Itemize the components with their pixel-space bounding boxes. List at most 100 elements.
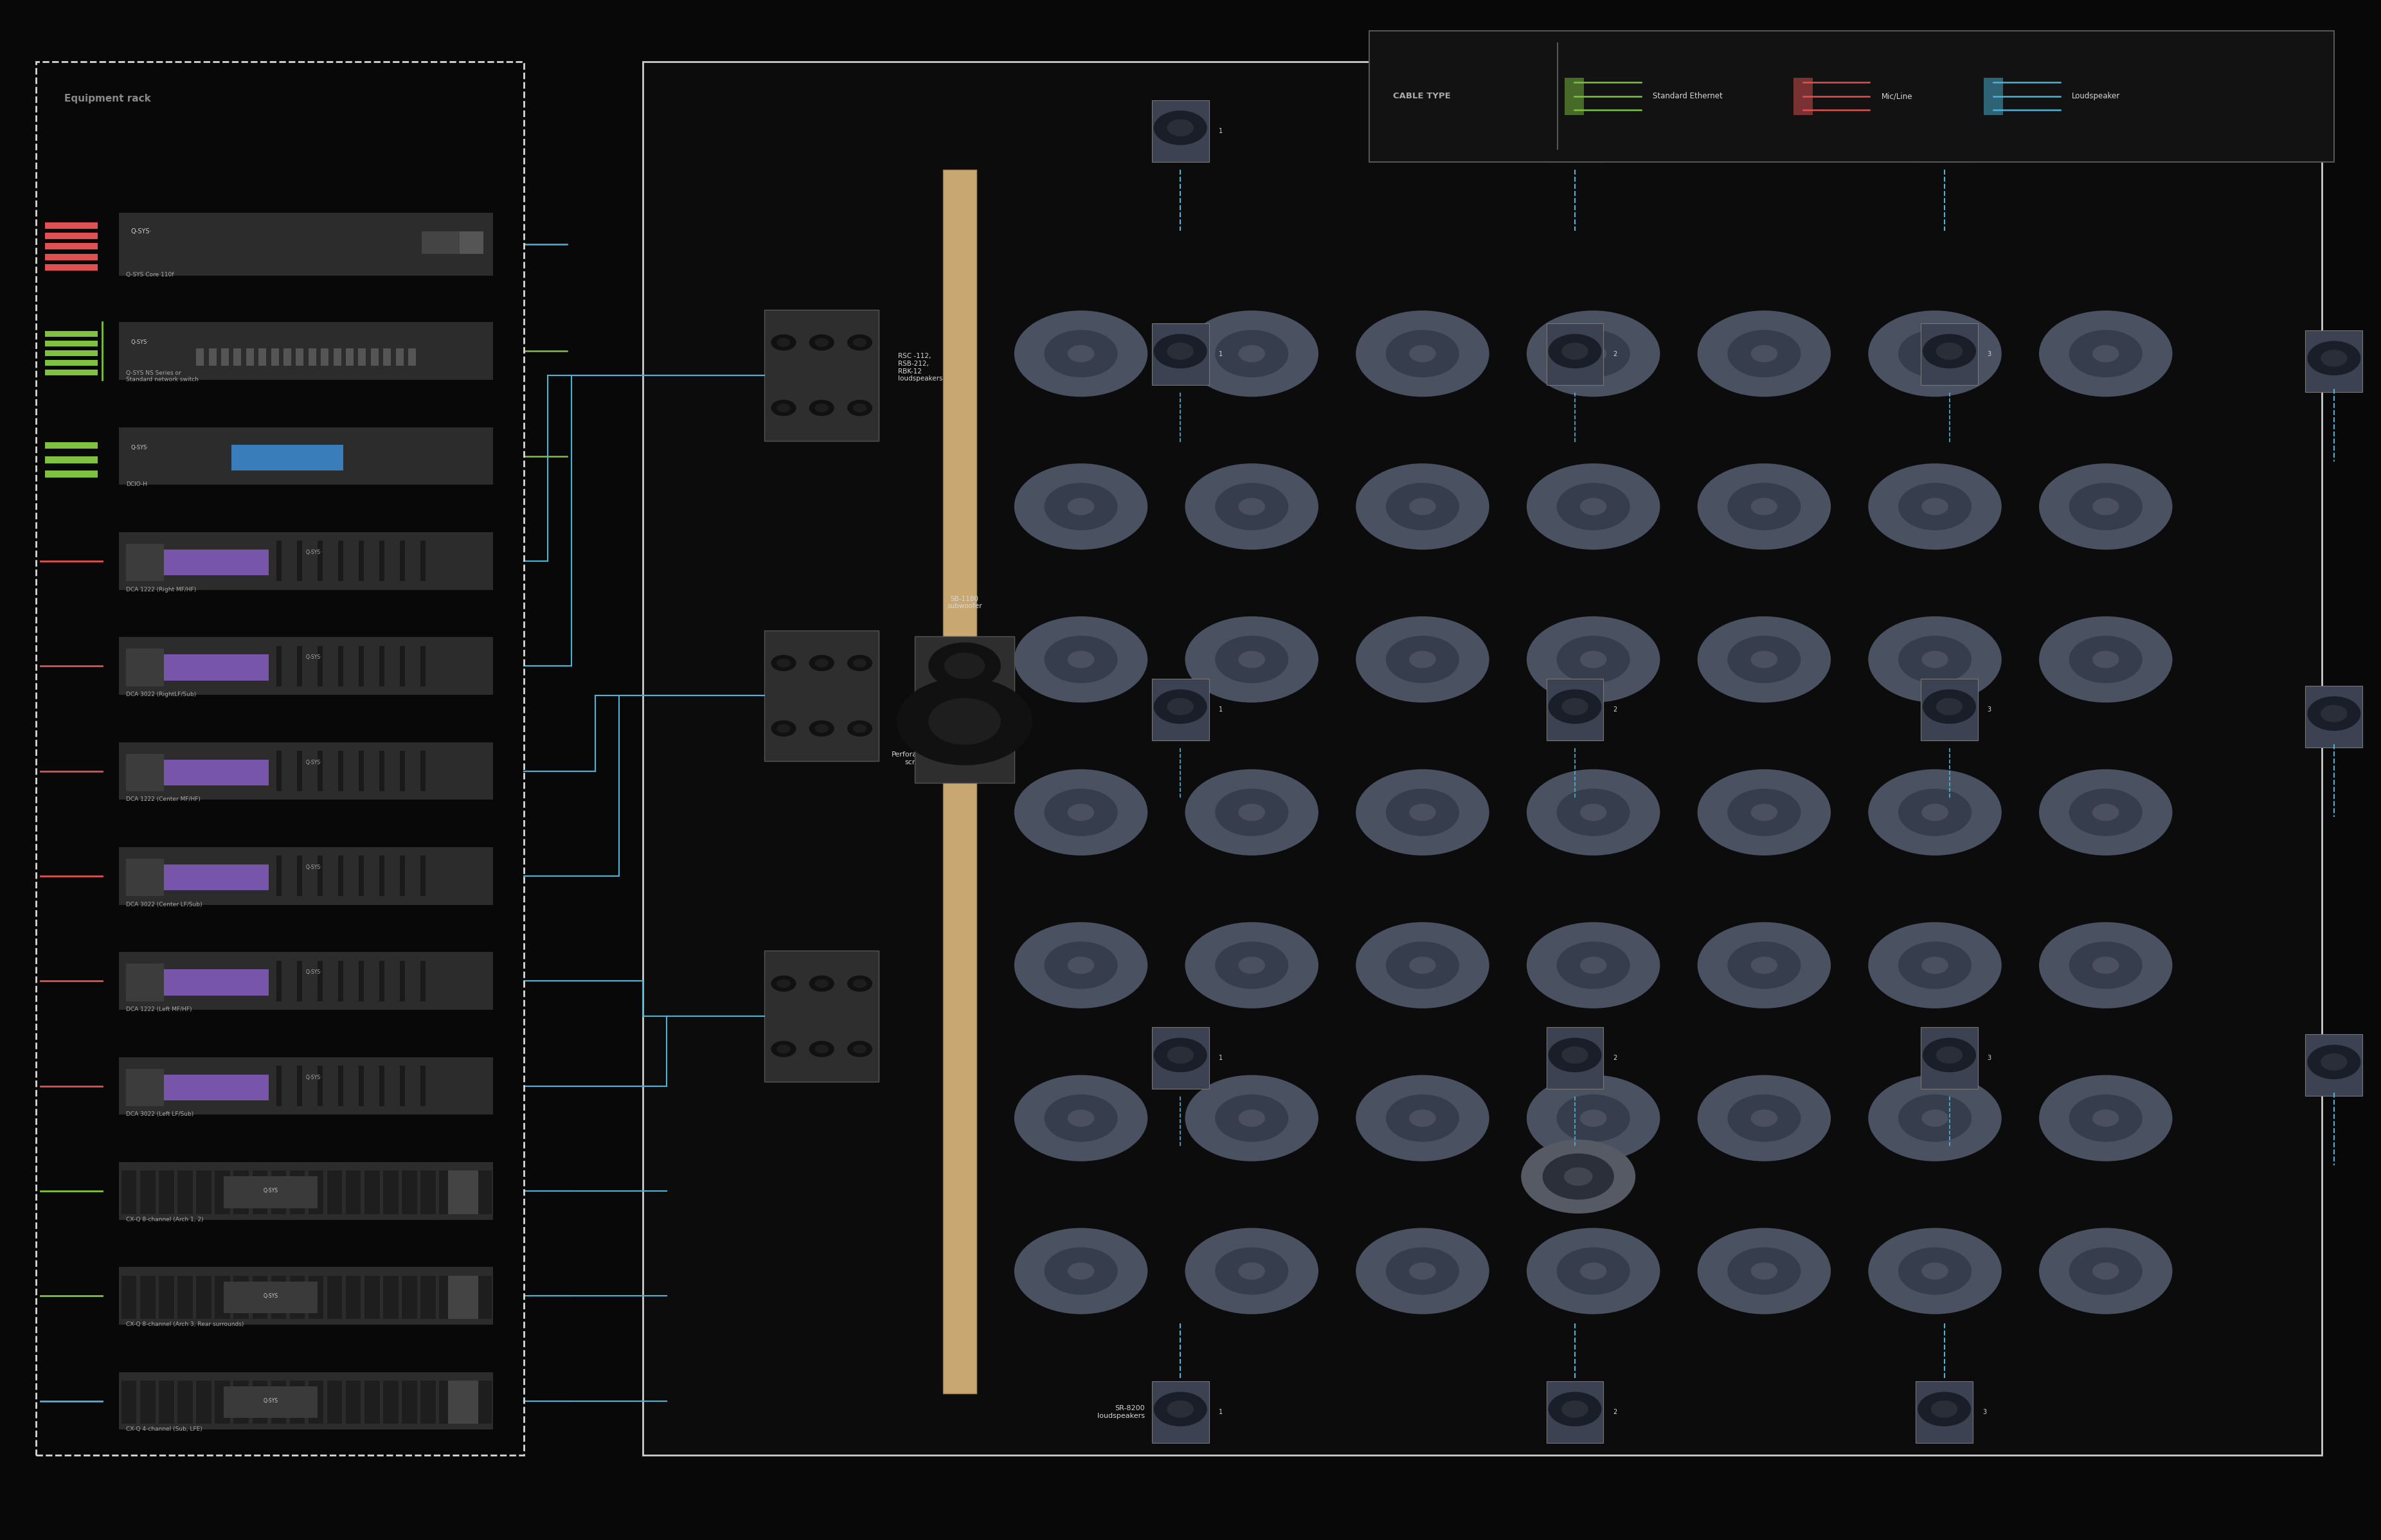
Bar xyxy=(321,348,329,365)
Circle shape xyxy=(1750,804,1776,821)
Circle shape xyxy=(1726,941,1800,989)
Circle shape xyxy=(1557,484,1629,530)
Circle shape xyxy=(1726,330,1800,377)
Circle shape xyxy=(2093,804,2119,821)
Circle shape xyxy=(776,1044,790,1053)
Bar xyxy=(271,1170,286,1214)
Circle shape xyxy=(1931,1400,1957,1418)
Bar xyxy=(290,1381,305,1424)
Bar xyxy=(460,231,483,254)
Circle shape xyxy=(1355,1075,1488,1161)
Circle shape xyxy=(1043,1247,1117,1295)
Bar xyxy=(2305,685,2362,747)
Bar xyxy=(383,1275,398,1318)
Circle shape xyxy=(1386,636,1460,684)
Bar xyxy=(421,1170,436,1214)
Circle shape xyxy=(852,1044,867,1053)
Bar xyxy=(914,636,1014,782)
Bar xyxy=(333,348,340,365)
Circle shape xyxy=(1557,1247,1629,1295)
Text: Equipment rack: Equipment rack xyxy=(64,94,150,103)
Text: 3: 3 xyxy=(1986,707,1991,713)
Bar xyxy=(317,856,324,896)
Circle shape xyxy=(1355,768,1488,855)
Circle shape xyxy=(1698,768,1831,855)
Circle shape xyxy=(1898,1247,1971,1295)
Circle shape xyxy=(814,659,829,667)
Bar xyxy=(317,541,324,581)
Circle shape xyxy=(1214,636,1288,684)
Circle shape xyxy=(852,979,867,989)
Bar xyxy=(400,856,405,896)
Bar xyxy=(438,1170,455,1214)
Circle shape xyxy=(1548,1038,1600,1072)
Circle shape xyxy=(776,724,790,733)
Bar xyxy=(160,1170,174,1214)
Circle shape xyxy=(1921,804,1948,821)
Bar xyxy=(357,541,364,581)
Bar xyxy=(45,471,98,477)
Circle shape xyxy=(1526,616,1660,702)
Bar xyxy=(195,1275,212,1318)
Circle shape xyxy=(1867,768,2000,855)
Bar xyxy=(371,348,379,365)
Circle shape xyxy=(1557,330,1629,377)
Circle shape xyxy=(1548,1392,1600,1426)
Circle shape xyxy=(1867,1075,2000,1161)
Circle shape xyxy=(1014,464,1148,550)
Circle shape xyxy=(1410,345,1436,362)
Bar xyxy=(36,62,524,1455)
Circle shape xyxy=(1562,1400,1588,1418)
Circle shape xyxy=(929,642,1000,690)
Circle shape xyxy=(1067,497,1093,516)
Circle shape xyxy=(1921,334,1976,368)
Circle shape xyxy=(2093,1263,2119,1280)
Circle shape xyxy=(2038,768,2171,855)
Circle shape xyxy=(1921,1263,1948,1280)
Bar xyxy=(45,233,98,239)
Circle shape xyxy=(1152,1392,1207,1426)
Circle shape xyxy=(1410,804,1436,821)
Circle shape xyxy=(1579,804,1607,821)
Bar xyxy=(419,1066,426,1106)
Bar xyxy=(252,1381,267,1424)
Circle shape xyxy=(1548,690,1600,724)
Bar xyxy=(164,864,269,890)
Circle shape xyxy=(1067,956,1093,973)
Bar xyxy=(195,1170,212,1214)
Text: Q-SYS: Q-SYS xyxy=(262,1187,279,1194)
Circle shape xyxy=(1067,1263,1093,1280)
Circle shape xyxy=(943,653,986,679)
Bar xyxy=(276,752,281,792)
Text: CX-Q 4-channel (Sub, LFE): CX-Q 4-channel (Sub, LFE) xyxy=(126,1426,202,1432)
Text: 3: 3 xyxy=(1981,128,1986,134)
Bar xyxy=(214,1275,231,1318)
Bar xyxy=(298,856,302,896)
Bar xyxy=(276,856,281,896)
Circle shape xyxy=(1557,1095,1629,1141)
Bar xyxy=(126,964,164,1001)
Circle shape xyxy=(1386,788,1460,836)
Circle shape xyxy=(1562,119,1588,137)
Bar xyxy=(338,1066,343,1106)
Circle shape xyxy=(771,334,795,351)
Bar xyxy=(419,752,426,792)
Circle shape xyxy=(1410,956,1436,973)
Circle shape xyxy=(1167,698,1193,715)
Bar xyxy=(233,1170,248,1214)
Circle shape xyxy=(771,721,795,736)
Circle shape xyxy=(1867,311,2000,397)
Bar xyxy=(457,1170,474,1214)
Bar xyxy=(233,348,240,365)
Bar xyxy=(214,1381,231,1424)
Circle shape xyxy=(1043,1095,1117,1141)
Circle shape xyxy=(1067,1109,1093,1127)
Text: Q-SYS·: Q-SYS· xyxy=(305,1075,321,1080)
Circle shape xyxy=(1521,1140,1636,1214)
Text: Perforated
screen: Perforated screen xyxy=(890,752,929,765)
Bar xyxy=(1545,1381,1602,1443)
Circle shape xyxy=(1152,690,1207,724)
Circle shape xyxy=(1238,1109,1264,1127)
Circle shape xyxy=(1014,311,1148,397)
Circle shape xyxy=(1579,1263,1607,1280)
